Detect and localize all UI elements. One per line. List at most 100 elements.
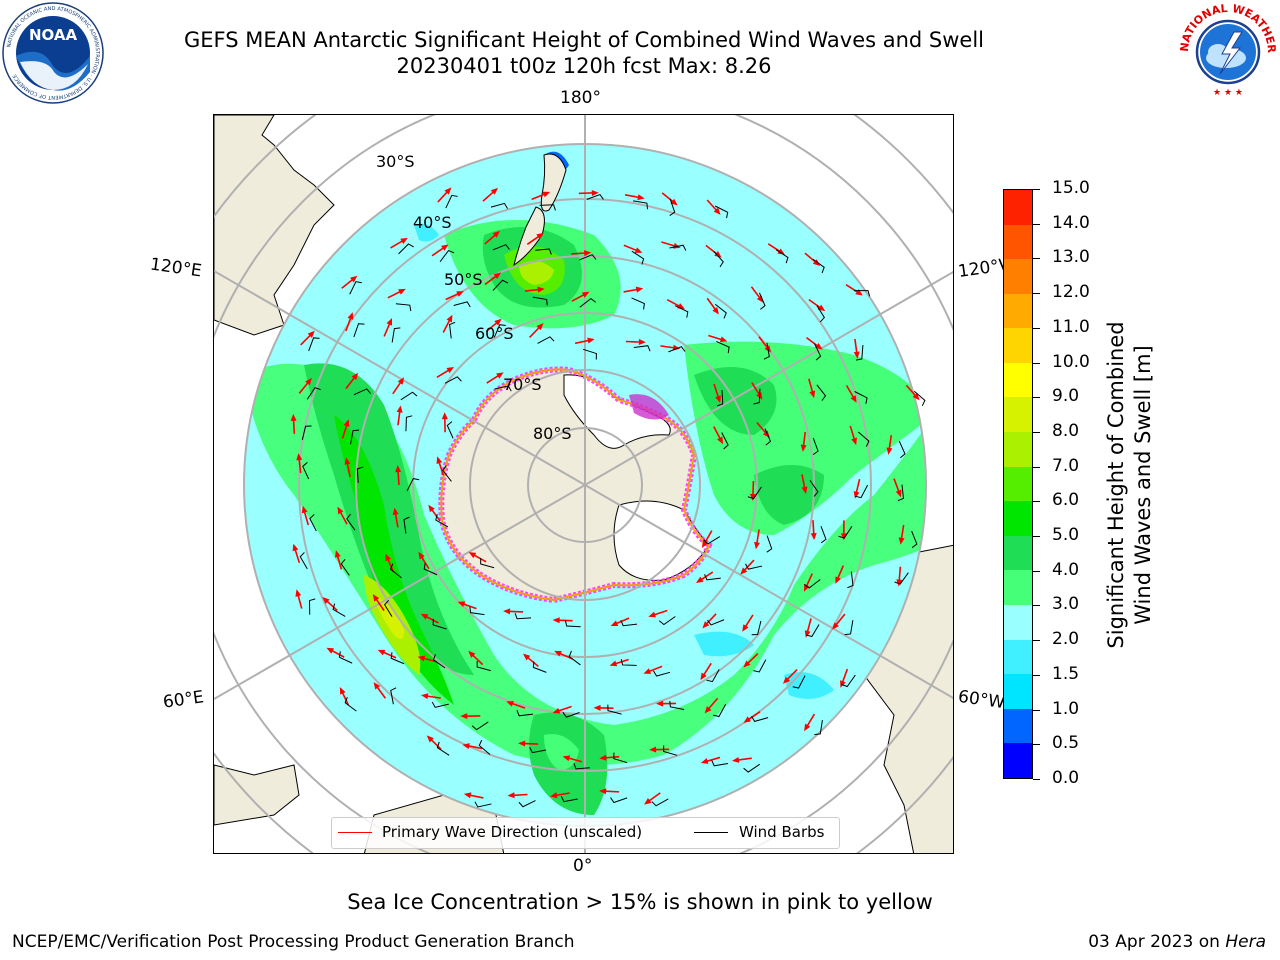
wave-arrow-head [444,187,452,195]
colorbar-segment [1004,397,1032,433]
wind-barb [707,619,725,626]
wind-barb [560,796,578,803]
wave-arrow-head [637,194,645,201]
colorbar-tick [1033,362,1040,364]
wind-barb [816,305,825,323]
wave-arrow-head [587,337,595,344]
wave-arrow-head [426,735,434,743]
colorbar-segment [1004,328,1032,363]
wind-barb [306,387,321,400]
wind-barb [532,661,547,673]
wave-arrow-head [344,457,351,465]
wind-barb [716,389,724,407]
colorbar-tick-label: 10.0 [1052,351,1090,372]
wind-barb [490,202,508,209]
wave-arrow-head [754,541,760,550]
colorbar-tick-label: 2.0 [1052,629,1080,650]
wave-arrow-head [895,489,902,498]
colorbar-tick [1033,640,1040,642]
footer-date-text: 03 Apr 2023 on [1088,932,1226,952]
wind-barb [745,563,763,570]
colorbar-tick-label: 15.0 [1052,178,1090,198]
wind-barb [432,618,447,630]
wind-barb [532,296,548,306]
colorbar-segment [1004,639,1032,675]
wind-barb [820,526,827,544]
wind-barb [775,249,789,264]
wind-barbs [299,193,926,808]
wave-arrow-head [400,237,408,244]
wind-barb [747,486,762,500]
graticule [214,115,953,853]
wave-arrow-head [634,247,643,253]
lat-label-30s: 30°S [376,152,415,171]
wind-barb [444,376,462,384]
wave-arrow-head [446,314,453,323]
wind-barb [453,301,471,308]
colorbar-tick-label: 14.0 [1052,212,1090,233]
colorbar-label-line1: Significant Height of Combined [1104,321,1128,649]
chart-subtitle: 20230401 t00z 120h fcst Max: 8.26 [396,54,772,78]
wind-barb [400,391,418,401]
wind-barb [423,563,438,576]
colorbar-tick-label: 5.0 [1052,525,1080,546]
wave-arrow-head [457,601,466,608]
wind-barb [568,650,581,666]
lon-label-60e: 60°E [161,687,206,713]
wind-barb [855,484,869,499]
wave-arrow-head [800,444,807,452]
wind-barb [564,619,581,628]
wave-arrow-head [503,608,511,615]
wind-barb [844,620,854,636]
wave-arrow-head [912,392,920,401]
wave-arrow-head [804,630,811,638]
wind-barb [716,341,730,354]
wind-barb [395,303,412,312]
wind-barb [478,739,491,755]
wind-barb [383,599,393,617]
primary-wave-legend-label: Primary Wave Direction (unscaled) [382,823,643,841]
noaa-logo-text: NOAA [29,26,78,44]
wind-barb [340,559,350,576]
wind-barb [854,391,868,404]
colorbar-tick [1033,605,1040,607]
wave-arrow-head [714,251,722,258]
wind-barb [751,715,769,722]
wind-barb [471,721,489,731]
wave-arrow-head [290,413,297,422]
wind-barb [350,429,360,445]
australia-landmass [214,115,335,336]
wave-arrow-head [351,372,359,381]
wind-barb [529,747,547,754]
wave-arrow-head [804,723,811,732]
wind-barb [633,200,649,210]
wave-arrow-head [599,754,607,761]
lon-label-120e: 120°E [148,254,203,282]
wind-barb [309,514,317,532]
svg-text:★ ★ ★: ★ ★ ★ [1213,88,1243,98]
wave-arrow-head [554,650,562,657]
polar-map [214,115,953,853]
wave-arrow-head [386,318,393,326]
wind-barb [651,798,669,807]
wave-arrow-head [599,788,607,795]
wind-barb [753,659,767,673]
wave-arrow-head [704,706,712,714]
wave-arrow-head [420,613,429,620]
lat-label-80s: 80°S [533,424,572,443]
colorbar-segment [1004,362,1032,398]
colorbar-tick [1033,189,1040,190]
wave-arrow-head [462,743,470,749]
wind-barb [669,198,676,216]
wave-arrow-head [536,232,544,240]
wave-arrow-head [492,230,500,238]
wave-arrow-head [742,624,749,632]
wave-arrow-head [456,291,464,297]
wave-arrow-head [537,286,545,293]
wind-barb [476,661,491,672]
wave-arrow-head [305,377,312,386]
wind-barb [766,535,773,553]
wave-arrow-head [396,405,403,413]
wave-arrow-head [702,621,710,629]
wind-barb [539,204,556,211]
